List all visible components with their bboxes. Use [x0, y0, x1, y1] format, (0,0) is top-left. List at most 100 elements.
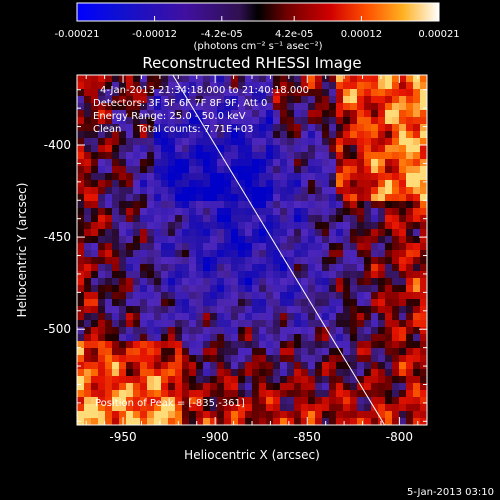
heatmap-cell — [77, 264, 85, 272]
heatmap-cell — [336, 187, 344, 195]
heatmap-cell — [210, 397, 218, 405]
heatmap-cell — [420, 397, 427, 405]
heatmap-cell — [252, 264, 260, 272]
heatmap-cell — [329, 264, 337, 272]
heatmap-cell — [217, 341, 225, 349]
heatmap-cell — [301, 131, 309, 139]
heatmap-cell — [357, 355, 365, 363]
heatmap-cell — [385, 96, 393, 104]
heatmap-cell — [406, 89, 414, 97]
heatmap-cell — [175, 257, 183, 265]
heatmap-cell — [224, 208, 232, 216]
heatmap-cell — [126, 348, 134, 356]
heatmap-cell — [217, 236, 225, 244]
heatmap-cell — [420, 222, 427, 230]
heatmap-cell — [280, 187, 288, 195]
heatmap-cell — [231, 257, 239, 265]
heatmap-cell — [119, 194, 127, 202]
heatmap-cell — [336, 222, 344, 230]
heatmap-cell — [224, 278, 232, 286]
heatmap-cell — [315, 306, 323, 314]
heatmap-cell — [231, 187, 239, 195]
heatmap-cell — [161, 222, 169, 230]
heatmap-cell — [399, 117, 407, 125]
heatmap-cell — [105, 285, 113, 293]
heatmap-cell — [210, 369, 218, 377]
heatmap-cell — [84, 145, 92, 153]
heatmap-cell — [294, 313, 302, 321]
heatmap-cell — [322, 362, 330, 370]
annotation-detectors: Detectors: 3F 5F 6F 7F 8F 9F, Att 0 — [93, 98, 267, 109]
heatmap-cell — [238, 243, 246, 251]
heatmap-cell — [252, 334, 260, 342]
heatmap-cell — [378, 75, 386, 83]
heatmap-cell — [245, 320, 253, 328]
heatmap-cell — [322, 355, 330, 363]
heatmap-cell — [364, 327, 372, 335]
heatmap-cell — [189, 173, 197, 181]
heatmap-cell — [175, 110, 183, 118]
heatmap-cell — [112, 145, 120, 153]
heatmap-cell — [112, 194, 120, 202]
heatmap-cell — [175, 117, 183, 125]
heatmap-cell — [252, 187, 260, 195]
heatmap-cell — [105, 271, 113, 279]
heatmap-cell — [189, 264, 197, 272]
heatmap-cell — [301, 236, 309, 244]
heatmap-cell — [371, 411, 379, 419]
heatmap-cell — [217, 215, 225, 223]
heatmap-cell — [112, 341, 120, 349]
heatmap-cell — [154, 96, 162, 104]
heatmap-cell — [112, 166, 120, 174]
heatmap-cell — [294, 159, 302, 167]
heatmap-cell — [224, 89, 232, 97]
heatmap-cell — [378, 201, 386, 209]
heatmap-cell — [175, 327, 183, 335]
heatmap-cell — [329, 390, 337, 398]
heatmap-cell — [371, 278, 379, 286]
heatmap-cell — [126, 313, 134, 321]
heatmap-cell — [336, 180, 344, 188]
heatmap-cell — [413, 201, 421, 209]
heatmap-cell — [126, 320, 134, 328]
heatmap-cell — [175, 145, 183, 153]
heatmap-cell — [91, 173, 99, 181]
heatmap-cell — [238, 348, 246, 356]
heatmap-cell — [105, 348, 113, 356]
heatmap-cell — [371, 124, 379, 132]
heatmap-cell — [364, 306, 372, 314]
heatmap-cell — [133, 222, 141, 230]
heatmap-cell — [308, 404, 316, 412]
heatmap-cell — [217, 299, 225, 307]
heatmap-cell — [336, 229, 344, 237]
heatmap-cell — [168, 257, 176, 265]
heatmap-cell — [217, 201, 225, 209]
heatmap-cell — [140, 187, 148, 195]
heatmap-cell — [420, 96, 427, 104]
heatmap-cell — [336, 236, 344, 244]
heatmap-cell — [112, 82, 120, 90]
heatmap-cell — [308, 131, 316, 139]
heatmap-cell — [182, 299, 190, 307]
heatmap-cell — [182, 313, 190, 321]
heatmap-cell — [154, 215, 162, 223]
heatmap-cell — [168, 152, 176, 160]
heatmap-cell — [196, 124, 204, 132]
heatmap-cell — [364, 320, 372, 328]
heatmap-cell — [336, 369, 344, 377]
heatmap-cell — [273, 390, 281, 398]
heatmap-cell — [182, 404, 190, 412]
heatmap-cell — [392, 369, 400, 377]
heatmap-cell — [364, 383, 372, 391]
heatmap-cell — [280, 110, 288, 118]
heatmap-cell — [280, 103, 288, 111]
heatmap-cell — [378, 355, 386, 363]
heatmap-cell — [196, 145, 204, 153]
heatmap-cell — [119, 124, 127, 132]
heatmap-cell — [329, 75, 337, 83]
heatmap-cell — [294, 320, 302, 328]
heatmap-cell — [203, 306, 211, 314]
heatmap-cell — [147, 362, 155, 370]
heatmap-cell — [357, 292, 365, 300]
heatmap-cell — [133, 229, 141, 237]
